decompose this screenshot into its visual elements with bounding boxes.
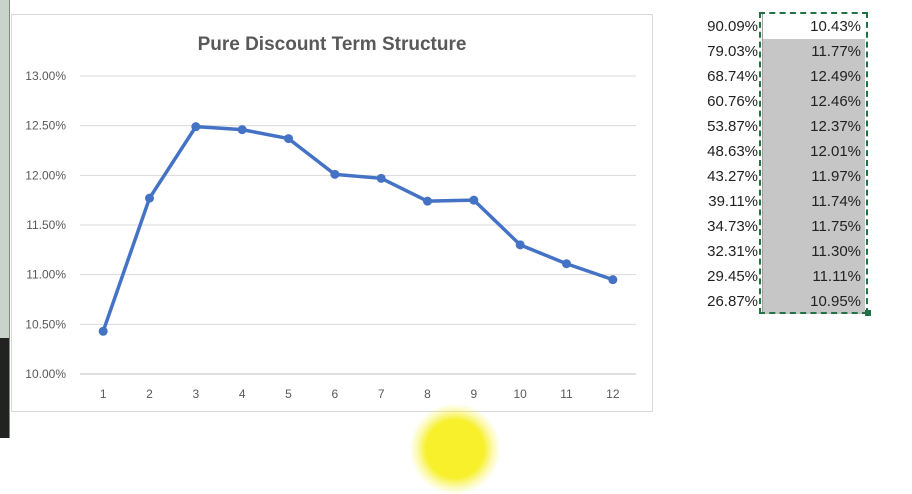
data-point (376, 173, 386, 183)
x-tick-label: 3 (192, 387, 199, 401)
x-tick-label: 8 (424, 387, 431, 401)
x-tick-label: 4 (239, 387, 246, 401)
rate-cell[interactable]: 11.74% (762, 189, 865, 214)
y-tick-label: 12.50% (25, 119, 66, 133)
discount-factor-cell[interactable]: 90.09% (707, 18, 758, 35)
data-point (423, 196, 432, 206)
x-tick-label: 7 (378, 387, 385, 401)
data-point (191, 122, 201, 132)
rate-cell[interactable]: 12.49% (762, 64, 865, 89)
discount-factor-cell[interactable]: 29.45% (707, 268, 758, 285)
data-point (330, 169, 340, 179)
rate-cell[interactable]: 10.95% (762, 289, 865, 314)
data-point (284, 134, 293, 144)
rate-cell[interactable]: 12.37% (762, 114, 865, 139)
series-points (98, 122, 618, 336)
rate-cell[interactable]: 11.97% (762, 164, 865, 189)
rate-cell[interactable]: 10.43% (762, 14, 865, 39)
fill-handle[interactable] (865, 310, 871, 316)
discount-factor-cell[interactable]: 53.87% (707, 118, 758, 135)
discount-factor-cell[interactable]: 26.87% (707, 293, 758, 310)
data-point (608, 275, 618, 285)
y-tick-label: 13.00% (25, 69, 66, 83)
chart-gridlines (80, 75, 636, 375)
x-axis-ticks: 1 2 3 4 5 6 7 8 9 10 11 12 (100, 387, 620, 401)
line-chart[interactable]: Pure Discount Term Structure 10.00% 10.50… (11, 14, 653, 412)
data-point (562, 259, 571, 269)
y-tick-label: 11.00% (26, 268, 66, 282)
discount-factor-cell[interactable]: 68.74% (707, 68, 758, 85)
discount-factor-cell[interactable]: 79.03% (707, 43, 758, 60)
x-tick-label: 2 (146, 387, 153, 401)
x-tick-label: 11 (560, 387, 573, 401)
y-tick-label: 11.50% (26, 218, 66, 232)
y-axis-ticks: 10.00% 10.50% 11.00% 11.50% 12.00% 12.50% 13.0… (25, 69, 66, 381)
discount-factor-cell[interactable]: 32.31% (707, 243, 758, 260)
rate-cell[interactable]: 11.30% (762, 239, 865, 264)
rate-cell[interactable]: 12.46% (762, 89, 865, 114)
data-point (237, 125, 247, 135)
x-tick-label: 5 (285, 387, 292, 401)
rate-cell[interactable]: 11.77% (762, 39, 865, 64)
data-point (145, 193, 154, 203)
data-point (98, 326, 108, 336)
y-tick-label: 12.00% (25, 168, 66, 182)
x-tick-label: 1 (100, 387, 107, 401)
discount-factor-cell[interactable]: 43.27% (707, 168, 758, 185)
discount-factor-cell[interactable]: 48.63% (707, 143, 758, 160)
rate-cell[interactable]: 11.11% (762, 264, 865, 289)
x-tick-label: 6 (331, 387, 338, 401)
chart-canvas: Pure Discount Term Structure 10.00% 10.50… (25, 34, 636, 401)
y-tick-label: 10.50% (25, 317, 66, 331)
data-point (469, 195, 479, 205)
series-line (101, 124, 614, 332)
left-edge-panel (0, 0, 10, 438)
left-edge-dark-strip (0, 338, 9, 438)
cursor-highlight (410, 404, 500, 494)
chart-title: Pure Discount Term Structure (198, 34, 467, 55)
x-tick-label: 9 (470, 387, 477, 401)
rate-cell[interactable]: 12.01% (762, 139, 865, 164)
discount-factor-cell[interactable]: 39.11% (708, 193, 758, 210)
x-tick-label: 10 (513, 387, 527, 401)
discount-factor-cell[interactable]: 60.76% (707, 93, 758, 110)
discount-factor-cell[interactable]: 34.73% (707, 218, 758, 235)
data-point (515, 240, 525, 250)
rate-cell[interactable]: 11.75% (762, 214, 865, 239)
y-tick-label: 10.00% (25, 367, 66, 381)
x-tick-label: 12 (606, 387, 620, 401)
